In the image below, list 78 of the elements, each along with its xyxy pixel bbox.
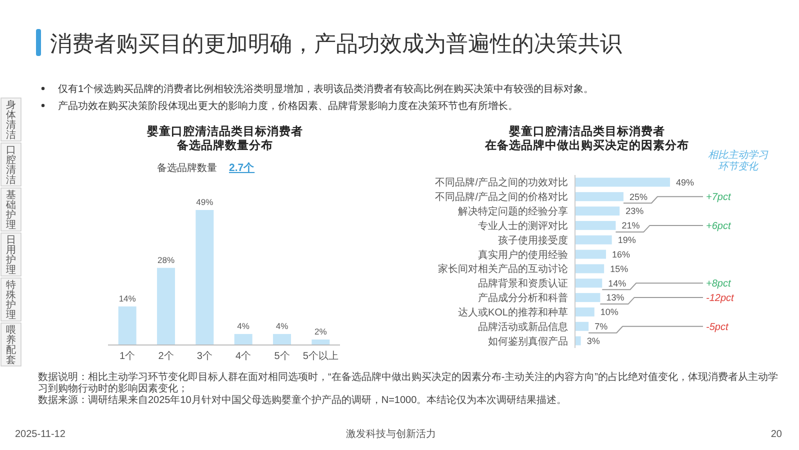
x-tick-label: 2个: [158, 350, 174, 362]
data-label: 28%: [157, 254, 175, 265]
y-tick-label: 品牌活动或新品信息: [478, 320, 568, 333]
bar: [157, 268, 175, 345]
annotation: +8pct: [706, 278, 732, 290]
text: 相比主动学习环节变化: [708, 149, 769, 172]
data-label: 15%: [610, 264, 628, 274]
data-label: 2%: [314, 326, 328, 336]
data-label: 7%: [594, 322, 608, 332]
bar: [575, 235, 612, 244]
bar: [575, 307, 594, 316]
text: 基础护理: [5, 189, 16, 231]
annotation: -12pct: [706, 293, 736, 304]
bar: [312, 339, 330, 345]
annotation: +7pct: [706, 192, 732, 204]
data-label: 3%: [586, 336, 600, 346]
annotation: -5pct: [706, 322, 730, 333]
bar: [575, 322, 589, 331]
data-label: 13%: [606, 292, 624, 303]
bar: [273, 334, 291, 345]
data-label: 14%: [118, 293, 136, 304]
text: 数据说明：相比主动学习环节变化即目标人群在面对相同选项时，“在备选品牌中做出购买决定的因素分布-主动关注的内容方向”的占比绝对值变化，体现消费者从主动学习到购物行动时的影响因素变化；: [38, 371, 778, 394]
chart-title: 婴童口腔清洁品类目标消费者在备选品牌中做出购买决定的因素分布: [484, 124, 689, 152]
y-tick-label: 如何鉴别真假产品: [488, 335, 568, 348]
bar: [575, 278, 602, 288]
x-tick-label: 1个: [120, 350, 136, 362]
text: 身体清洁: [6, 99, 16, 141]
text: 20: [770, 429, 782, 440]
text: 2025-11-12: [15, 429, 66, 440]
text: 产品功效在购买决策阶段体现出更大的影响力度，价格因素、品牌背景影响力度在决策环节也有所增长。: [58, 100, 518, 112]
bar: [234, 334, 252, 345]
y-tick-label: 家长间对相关产品的互动讨论: [438, 263, 568, 276]
bar: [575, 178, 670, 187]
annotation: +6pct: [706, 220, 732, 232]
data-label: 23%: [626, 206, 644, 216]
chart-title: 婴童口腔清洁品类目标消费者备选品牌数量分布: [146, 124, 303, 152]
data-label: 16%: [612, 249, 630, 260]
bar: [575, 192, 624, 202]
data-label: 49%: [196, 197, 214, 207]
bar: [196, 210, 214, 345]
text: 仅有1个候选购买品牌的消费者比例相较洗浴类明显增加，表明该品类消费者有较高比例在购买决策中有较强的目标对象。: [58, 83, 594, 95]
y-tick-label: 孩子使用接受度: [498, 234, 568, 246]
x-tick-label: 5个以上: [302, 350, 338, 362]
y-tick-label: 真实用户的使用经验: [478, 248, 568, 261]
bar: [575, 293, 600, 302]
data-label: 4%: [276, 320, 289, 331]
text: 口腔清洁: [6, 145, 16, 186]
x-tick-label: 5个: [274, 350, 290, 362]
text: 激发科技与创新活力: [346, 428, 436, 440]
text: 日用护理: [5, 235, 16, 276]
data-label: 4%: [237, 320, 250, 331]
data-label: 10%: [600, 307, 618, 318]
data-label: 25%: [629, 192, 648, 202]
y-tick-label: 解决特定问题的经验分享: [458, 206, 568, 218]
bar: [575, 250, 606, 259]
chart-subtitle: 备选品牌数量: [157, 162, 217, 174]
y-tick-label: 产品成分分析和科普: [478, 292, 568, 304]
x-tick-label: 4个: [236, 350, 252, 362]
y-tick-label: 达人或KOL的推荐和种草: [458, 306, 568, 318]
bar: [575, 336, 581, 346]
bar: [118, 306, 136, 345]
data-label: 19%: [618, 235, 636, 246]
bar: [575, 206, 620, 216]
y-tick-label: 不同品牌/产品之间的价格对比: [435, 191, 568, 204]
data-label: 14%: [608, 278, 626, 288]
y-tick-label: 品牌背景和资质认证: [478, 278, 568, 290]
x-tick-label: 3个: [196, 350, 212, 362]
data-label: 49%: [676, 177, 694, 188]
bar: [575, 264, 604, 274]
bar: [575, 220, 616, 230]
text: 2.7个: [229, 161, 256, 174]
data-label: 21%: [622, 220, 640, 231]
text: 消费者购买目的更加明确，产品功效成为普遍性的决策共识: [50, 31, 622, 56]
y-tick-label: 专业人士的测评对比: [478, 220, 568, 232]
y-tick-label: 不同品牌/产品之间的功效对比: [435, 176, 568, 189]
source-note: 数据来源：调研结果来自2025年10月针对中国父母选购婴童个护产品的调研，N=1000。本结论仅为本次调研结果描述。: [38, 394, 567, 406]
text: 特殊护理: [5, 279, 16, 321]
text: 喂养配套: [6, 325, 16, 366]
